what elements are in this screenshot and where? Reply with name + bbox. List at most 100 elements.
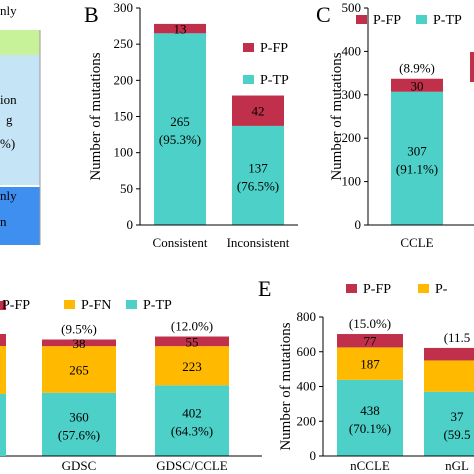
panel-c-legend-label-P-FP: P-FP	[373, 13, 401, 28]
panel-c-cropped-bar-edge	[470, 52, 474, 82]
panel-b-category-label-Consistent: Consistent	[153, 235, 208, 250]
panel-b-legend-label-P-TP: P-TP	[260, 73, 289, 88]
panel-d-category-label-GDSC/CCLE: GDSC/CCLE	[156, 458, 228, 473]
panel-b-y-tick-label: 50	[120, 181, 133, 196]
panel-e-data-pct-nGL-P-TP: (59.5	[443, 427, 470, 442]
panel-d-legend-swatch-P-FN	[64, 300, 75, 309]
panel-a-green-block	[0, 30, 40, 55]
panel-d-top-label-GDSC: (9.5%)	[61, 322, 97, 337]
panel-a-label-only-2: nly	[0, 188, 17, 203]
panel-c-bar-CCLE-P-TP	[391, 91, 443, 226]
panel-d-legend-label-P-FP: P-FP	[2, 298, 30, 313]
panel-b-y-tick-label: 250	[114, 36, 134, 51]
panel-a-label-pct: %)	[0, 136, 15, 151]
panel-c-data-label-CCLE-P-TP: 307	[407, 143, 427, 158]
panel-d-legend-swatch-P-TP	[126, 300, 137, 309]
panel-b-bar-Consistent-P-TP	[154, 33, 206, 225]
panel-a-label-n: n	[0, 214, 7, 229]
panel-c-legend-swatch-P-FP	[356, 15, 367, 24]
panel-d-bar-GDSC-P-FP	[42, 339, 116, 347]
panel-b-bar-Inconsistent-P-FP	[232, 95, 284, 126]
panel-e-legend-swatch-P-FN	[418, 284, 429, 293]
panel-e-y-axis-label: Number of mutations	[278, 322, 294, 450]
panel-a-label-ion: ion	[0, 92, 17, 107]
panel-c-y-tick-label: 200	[342, 130, 362, 145]
panel-b-letter: B	[84, 2, 99, 27]
panel-c-data-pct-CCLE-P-TP: (91.1%)	[396, 161, 438, 176]
panel-d-data-pct-GDSC-P-TP: (57.6%)	[58, 427, 100, 442]
panel-d-data-label-GDSC-P-FN: 265	[69, 362, 89, 377]
panel-c-bar-CCLE-P-FP	[391, 78, 443, 92]
panel-b-data-label-Consistent-P-FP: 13	[174, 22, 187, 37]
panel-e-legend-label-P-FP: P-FP	[363, 282, 391, 297]
panel-e-y-tick-label: 0	[310, 448, 317, 463]
panel-e-top-label-nGL: (11.5	[444, 330, 471, 345]
panel-e-bar-nGL-P-TP	[424, 391, 474, 456]
panel-e-bar-nCCLE-P-TP	[337, 379, 403, 456]
panel-c-legend-label-P-TP: P-TP	[433, 13, 462, 28]
panel-d-data-label-GDSC/CCLE-P-TP: 402	[182, 406, 202, 421]
panel-d-data-label-GDSC/CCLE-P-FN: 223	[182, 359, 202, 374]
panel-e-letter: E	[258, 276, 271, 301]
panel-e-y-tick-label: 600	[297, 344, 317, 359]
panel-b-legend-swatch-P-FP	[243, 43, 254, 52]
panel-d-cropped-bar-fp	[0, 334, 6, 346]
panel-d-legend-swatch-P-FP-cropped	[0, 301, 6, 310]
panel-d-bar-GDSC-P-FN	[42, 346, 116, 393]
panel-d-data-label-GDSC-P-FP: 38	[73, 336, 86, 351]
panel-c-y-tick-label: 500	[342, 0, 362, 15]
panel-d-bar-GDSC-P-TP	[42, 392, 116, 456]
panel-b-y-tick-label: 300	[114, 0, 134, 15]
panel-d-cropped-bar-tp	[0, 394, 6, 456]
panel-c-y-tick-label: 400	[342, 43, 362, 58]
panel-e-data-label-nCCLE-P-FN: 187	[360, 357, 380, 372]
panel-d-legend-label-P-TP: P-TP	[143, 298, 172, 313]
panel-b-y-tick-label: 200	[114, 72, 134, 87]
panel-b-data-pct-Consistent-P-TP: (95.3%)	[159, 132, 201, 147]
panel-b-data-pct-Inconsistent-P-TP: (76.5%)	[237, 178, 279, 193]
panel-e-data-label-nCCLE-P-TP: 438	[360, 403, 380, 418]
panel-e-bar-nGL-P-FP	[424, 347, 474, 361]
panel-d-data-pct-GDSC/CCLE-P-TP: (64.3%)	[171, 424, 213, 439]
panel-c-category-label-CCLE: CCLE	[400, 235, 433, 250]
panel-e-legend-label-P-FN: P-	[435, 282, 448, 297]
panel-b-y-tick-label: 100	[114, 145, 134, 160]
panel-c-legend-swatch-P-TP	[416, 15, 427, 24]
panel-b-category-label-Inconsistent: Inconsistent	[227, 235, 290, 250]
panel-b-bar-Inconsistent-P-TP	[232, 125, 284, 225]
panel-b-y-tick-label: 0	[127, 217, 134, 232]
panel-e-data-label-nGL-P-TP: 37	[451, 409, 465, 424]
panel-a-lightblue-block	[0, 55, 40, 185]
panel-d-data-label-GDSC/CCLE-P-FP: 55	[186, 334, 199, 349]
panel-d-data-label-GDSC-P-TP: 360	[69, 409, 89, 424]
panel-b-data-label-Consistent-P-TP: 265	[170, 114, 190, 129]
panel-b-data-label-Inconsistent-P-TP: 137	[248, 160, 268, 175]
panel-e-bar-nCCLE-P-FN	[337, 347, 403, 380]
panel-b-legend-label-P-FP: P-FP	[260, 41, 288, 56]
panel-e-category-label-nCCLE: nCCLE	[350, 458, 390, 473]
panel-b-bar-Consistent-P-FP	[154, 23, 206, 34]
panel-c-letter: C	[316, 2, 331, 27]
panel-e-y-tick-label: 200	[297, 413, 317, 428]
panel-c-top-label-CCLE: (8.9%)	[399, 61, 435, 76]
panel-d-bar-GDSC/CCLE-P-TP	[155, 385, 229, 456]
panel-e-bar-nGL-P-FN	[424, 360, 474, 392]
panel-e-data-label-nCCLE-P-FP: 77	[364, 334, 378, 349]
panel-a-label-only-1: nly	[0, 3, 17, 18]
panel-e-y-tick-label: 800	[297, 309, 317, 324]
panel-c-y-axis-label: Number of mutations	[329, 52, 345, 180]
panel-b-y-axis-label: Number of mutations	[88, 52, 104, 180]
panel-b-legend-swatch-P-TP	[243, 75, 254, 84]
panel-e-top-label-nCCLE: (15.0%)	[349, 316, 391, 331]
panel-d-cropped-bar-fn	[0, 346, 6, 394]
panel-e-legend-swatch-P-FP	[346, 284, 357, 293]
panel-a-label-g: g	[6, 112, 13, 127]
panel-c-y-tick-label: 0	[355, 217, 362, 232]
panel-d-top-label-GDSC/CCLE: (12.0%)	[171, 319, 213, 334]
panel-e-bar-nCCLE-P-FP	[337, 334, 403, 348]
panel-e-y-tick-label: 400	[297, 379, 317, 394]
panel-c-y-tick-label: 100	[342, 174, 362, 189]
panel-e-data-pct-nCCLE-P-TP: (70.1%)	[349, 421, 391, 436]
panel-d-legend-label-P-FN: P-FN	[81, 298, 111, 313]
panel-c-data-label-CCLE-P-FP: 30	[411, 78, 424, 93]
